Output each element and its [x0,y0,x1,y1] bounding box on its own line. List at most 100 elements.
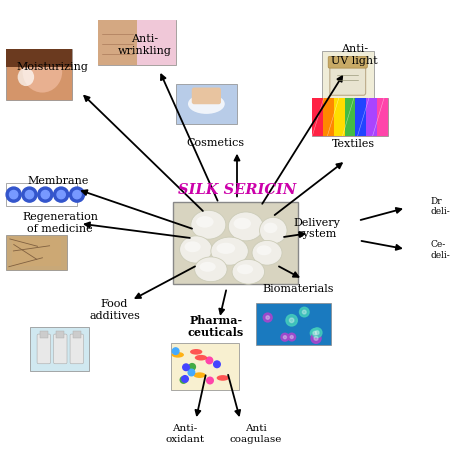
Text: Regeneration
of medicine: Regeneration of medicine [22,212,98,234]
Ellipse shape [217,243,235,254]
Circle shape [182,376,188,382]
Ellipse shape [260,217,287,244]
FancyBboxPatch shape [40,331,48,337]
FancyBboxPatch shape [176,84,237,124]
Text: Cosmetics: Cosmetics [187,138,245,148]
FancyBboxPatch shape [30,327,89,371]
Circle shape [283,336,286,339]
FancyBboxPatch shape [322,51,374,100]
FancyBboxPatch shape [56,331,64,337]
Text: Membrane: Membrane [27,176,89,186]
Text: Textiles: Textiles [332,139,375,149]
Ellipse shape [264,223,277,233]
Circle shape [311,333,321,343]
Ellipse shape [190,349,202,355]
Ellipse shape [232,259,264,284]
FancyBboxPatch shape [377,98,388,136]
Circle shape [214,361,220,367]
FancyBboxPatch shape [256,303,331,346]
FancyBboxPatch shape [137,20,176,65]
FancyBboxPatch shape [12,238,61,266]
Text: Ce-
deli-: Ce- deli- [430,240,450,260]
Circle shape [73,191,81,199]
Ellipse shape [252,240,282,265]
Ellipse shape [184,241,201,252]
Text: Dr
deli-: Dr deli- [430,197,450,216]
Ellipse shape [234,218,251,229]
Circle shape [286,315,297,326]
FancyBboxPatch shape [54,334,67,364]
FancyBboxPatch shape [328,56,367,68]
FancyBboxPatch shape [70,334,83,364]
FancyBboxPatch shape [37,334,51,364]
Ellipse shape [188,94,225,114]
FancyBboxPatch shape [173,201,298,284]
FancyBboxPatch shape [192,88,221,104]
FancyBboxPatch shape [98,20,176,65]
Text: Anti-
wrinkling: Anti- wrinkling [118,34,172,55]
Circle shape [38,187,53,202]
Circle shape [288,333,296,341]
Circle shape [69,187,84,202]
Circle shape [263,313,272,322]
Circle shape [281,333,289,341]
Text: Anti-
oxidant: Anti- oxidant [165,424,205,444]
FancyBboxPatch shape [312,98,323,136]
Circle shape [312,328,322,337]
Ellipse shape [23,51,62,92]
Text: Anti
coagulase: Anti coagulase [230,424,282,444]
Circle shape [315,331,319,335]
FancyBboxPatch shape [330,64,365,95]
Text: Delivery
system: Delivery system [294,218,340,239]
Circle shape [22,187,37,202]
Circle shape [188,369,195,376]
Ellipse shape [237,264,253,274]
Ellipse shape [18,68,34,86]
Ellipse shape [217,375,229,381]
FancyBboxPatch shape [312,98,388,136]
Ellipse shape [180,236,212,263]
FancyBboxPatch shape [356,98,366,136]
Circle shape [183,364,189,371]
Circle shape [173,348,179,355]
Circle shape [25,191,34,199]
Circle shape [189,364,195,370]
FancyBboxPatch shape [323,98,334,136]
Text: Food
additives: Food additives [89,299,140,321]
Ellipse shape [211,237,248,265]
Circle shape [9,191,18,199]
Circle shape [302,310,306,314]
Circle shape [300,307,309,317]
Circle shape [314,337,318,340]
Circle shape [289,318,294,323]
FancyBboxPatch shape [334,98,345,136]
Text: Pharma-
ceuticals: Pharma- ceuticals [188,315,244,338]
FancyBboxPatch shape [98,20,137,65]
Circle shape [207,377,213,384]
Text: Biomaterials: Biomaterials [263,284,334,294]
Ellipse shape [191,210,226,239]
Circle shape [266,316,270,319]
FancyBboxPatch shape [6,235,67,270]
FancyBboxPatch shape [345,98,356,136]
Text: Moisturizing: Moisturizing [16,63,88,73]
FancyBboxPatch shape [6,48,72,100]
FancyBboxPatch shape [73,331,81,337]
Circle shape [310,328,319,337]
FancyBboxPatch shape [6,48,72,67]
Ellipse shape [195,355,207,361]
Circle shape [313,331,317,335]
FancyBboxPatch shape [6,183,77,206]
Text: SILK SERICIN: SILK SERICIN [178,183,296,197]
Circle shape [180,377,187,383]
Circle shape [206,357,213,364]
Circle shape [41,191,49,199]
Circle shape [290,336,293,338]
Ellipse shape [193,372,206,378]
Ellipse shape [195,257,227,282]
Circle shape [54,187,69,202]
Ellipse shape [172,352,184,358]
Circle shape [6,187,21,202]
Ellipse shape [196,216,214,228]
Ellipse shape [200,262,216,272]
